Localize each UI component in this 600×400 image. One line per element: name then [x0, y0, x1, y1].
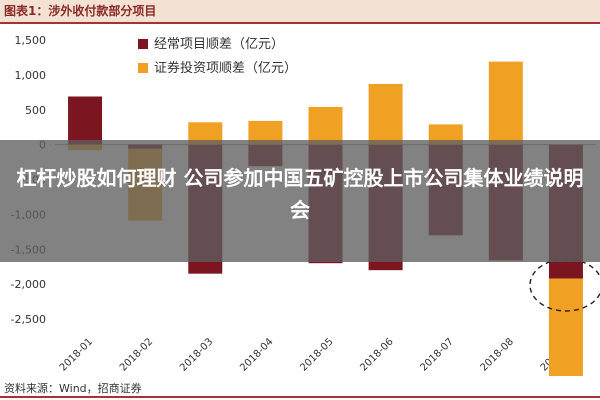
x-tick-label: 2018-05 — [298, 336, 335, 373]
y-tick-label: -2,500 — [11, 313, 46, 326]
y-tick-label: -2,000 — [11, 278, 46, 291]
legend: 经常项目顺差（亿元） 证券投资项顺差（亿元） — [138, 37, 297, 76]
x-tick-label: 2018-03 — [178, 336, 215, 373]
bar-securities-investment — [548, 278, 583, 376]
x-tick-label: 2018-04 — [238, 336, 275, 373]
y-tick-label: 1,000 — [15, 69, 47, 82]
x-tick-label: 2018-06 — [358, 336, 395, 373]
title-divider — [0, 22, 600, 24]
bar-securities-investment — [488, 61, 523, 145]
legend-swatch — [138, 63, 148, 73]
legend-label: 经常项目顺差（亿元） — [154, 37, 284, 52]
bar-securities-investment — [428, 124, 463, 145]
figure-title: 图表1：涉外收付款部分项目 — [0, 0, 600, 22]
legend-swatch — [138, 39, 148, 49]
x-tick-label: 2018-02 — [118, 336, 155, 373]
y-tick-label: 500 — [25, 104, 46, 117]
y-tick-label: 1,500 — [15, 34, 47, 47]
bar-current-account — [68, 96, 103, 145]
legend-label: 证券投资项顺差（亿元） — [154, 60, 297, 76]
x-tick-label: 2018-07 — [419, 336, 456, 373]
bar-securities-investment — [248, 120, 283, 145]
bar-securities-investment — [368, 83, 403, 145]
bottom-divider — [0, 396, 600, 398]
headline-text: 杠杆炒股如何理财 公司参加中国五矿控股上市公司集体业绩说明会 — [16, 166, 584, 222]
x-tick-label: 2018-08 — [479, 336, 516, 373]
source-note: 资料来源：Wind，招商证券 — [4, 382, 142, 395]
bar-securities-investment — [188, 122, 223, 145]
headline-overlay — [0, 140, 600, 262]
x-tick-label: 2018-01 — [58, 336, 95, 373]
bar-securities-investment — [308, 106, 343, 145]
